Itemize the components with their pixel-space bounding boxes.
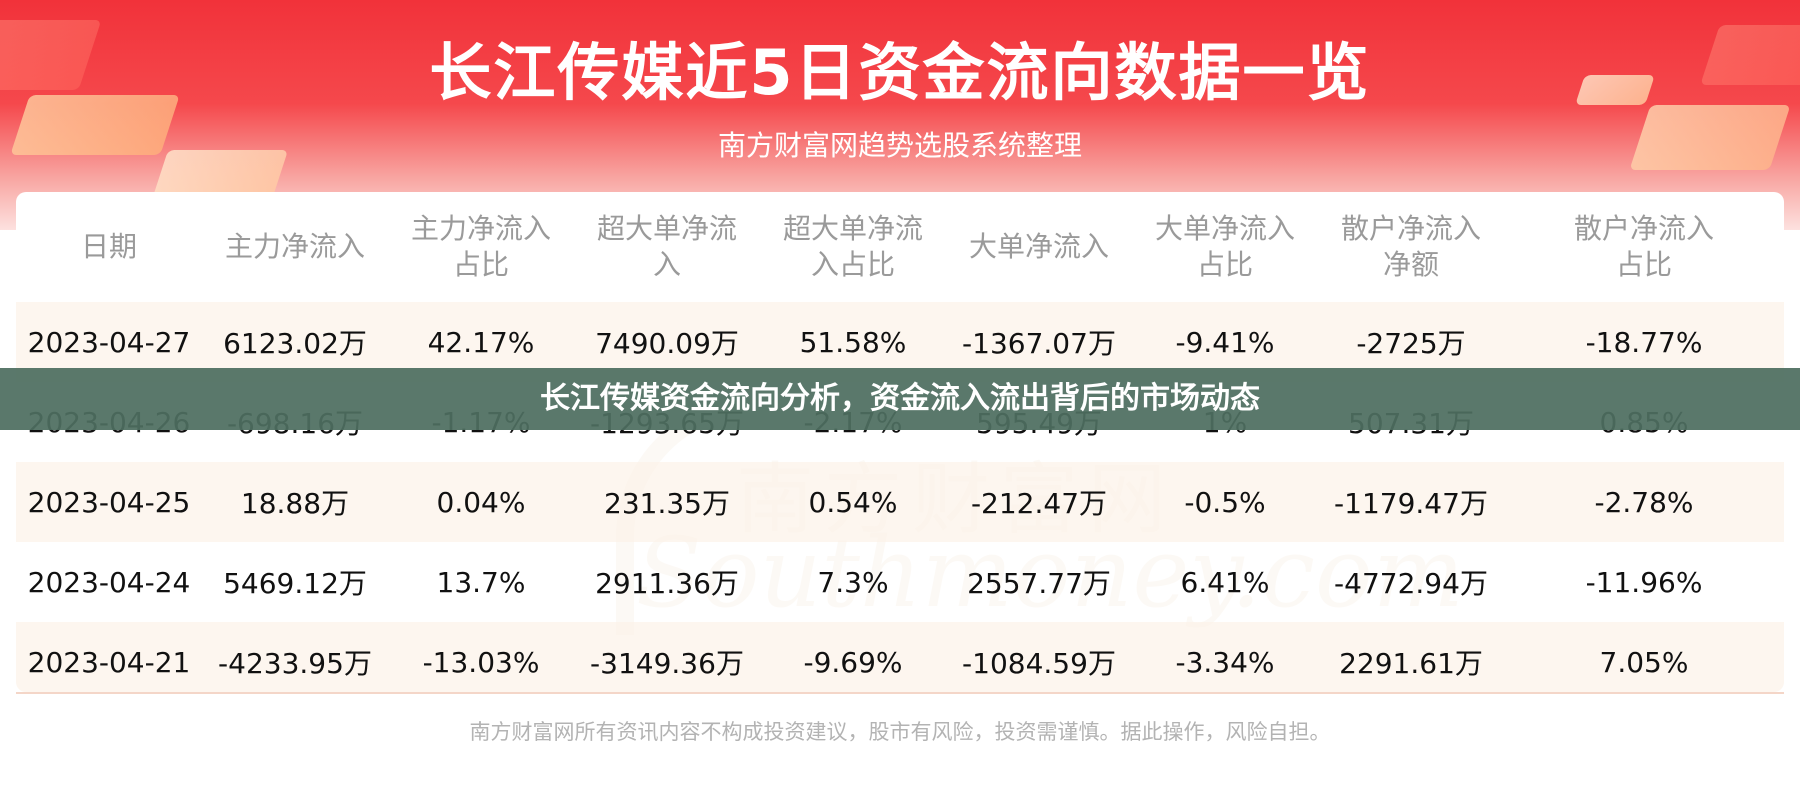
value-cell: 231.35万 bbox=[574, 462, 760, 542]
overlay-caption-banner: 长江传媒资金流向分析，资金流入流出背后的市场动态 bbox=[0, 368, 1800, 430]
value-cell: -3.34% bbox=[1132, 622, 1318, 692]
date-cell: 2023-04-24 bbox=[16, 542, 202, 622]
column-header: 超大单净流入 bbox=[574, 192, 760, 302]
value-cell: -3149.36万 bbox=[574, 622, 760, 692]
value-cell: 2291.61万 bbox=[1318, 622, 1504, 692]
value-cell: 2557.77万 bbox=[946, 542, 1132, 622]
value-cell: 7.05% bbox=[1504, 622, 1784, 692]
table-row: 2023-04-25 18.88万 0.04% 231.35万 0.54% -212.47… bbox=[16, 462, 1784, 542]
column-header: 散户净流入 占比 bbox=[1504, 192, 1784, 302]
column-header-line: 超大单净流 bbox=[596, 212, 737, 245]
footer-divider bbox=[16, 692, 1784, 694]
table-body: 2023-04-27 6123.02万 42.17% 7490.09万 51.58% -1… bbox=[16, 302, 1784, 692]
column-header-line: 散户净流入 bbox=[1340, 212, 1481, 245]
value-cell: -4772.94万 bbox=[1318, 542, 1504, 622]
value-cell: -4233.95万 bbox=[202, 622, 388, 692]
page-title: 长江传媒近5日资金流向数据一览 bbox=[429, 36, 1371, 109]
column-header-line: 超大单净流 bbox=[782, 212, 923, 245]
column-header-line: 大单净流入 bbox=[968, 230, 1109, 263]
column-header-line: 散户净流入 bbox=[1573, 212, 1714, 245]
value-cell: 13.7% bbox=[388, 542, 574, 622]
table-row: 2023-04-24 5469.12万 13.7% 2911.36万 7.3% 2557.… bbox=[16, 542, 1784, 622]
data-table-card: 南方财富网 Southmoney.com 日期主力净流入主力净流入占比超大单净流… bbox=[16, 192, 1784, 692]
column-header-line: 占比 bbox=[1615, 248, 1672, 281]
column-header-line: 占比 bbox=[1196, 248, 1253, 281]
column-header-line: 入 bbox=[652, 248, 681, 281]
column-header-line: 净额 bbox=[1382, 248, 1439, 281]
column-header-line: 日期 bbox=[80, 230, 137, 263]
value-cell: 18.88万 bbox=[202, 462, 388, 542]
value-cell: -11.96% bbox=[1504, 542, 1784, 622]
value-cell: -9.69% bbox=[760, 622, 946, 692]
date-cell: 2023-04-25 bbox=[16, 462, 202, 542]
column-header: 超大单净流 入占比 bbox=[760, 192, 946, 302]
column-header-line: 主力净流入 bbox=[410, 212, 551, 245]
value-cell: 7.3% bbox=[760, 542, 946, 622]
value-cell: 0.04% bbox=[388, 462, 574, 542]
column-header-line: 入占比 bbox=[810, 248, 895, 281]
footer-disclaimer: 南方财富网所有资讯内容不构成投资建议，股市有风险，投资需谨慎。据此操作，风险自担… bbox=[469, 720, 1331, 744]
column-header-line: 主力净流入 bbox=[224, 230, 365, 263]
column-header: 主力净流入 bbox=[202, 192, 388, 302]
table-header-row: 日期 主力净流入 主力净流入 占比 超大单净流入超大单净流 入占比 大单净流入 大单净流入 占比… bbox=[16, 192, 1784, 302]
column-header: 主力净流入 占比 bbox=[388, 192, 574, 302]
column-header: 散户净流入 净额 bbox=[1318, 192, 1504, 302]
value-cell: 5469.12万 bbox=[202, 542, 388, 622]
column-header: 日期 bbox=[16, 192, 202, 302]
column-header: 大单净流入 占比 bbox=[1132, 192, 1318, 302]
table-row: 2023-04-21 -4233.95万 -13.03% -3149.36万 -9.69… bbox=[16, 622, 1784, 692]
value-cell: 2911.36万 bbox=[574, 542, 760, 622]
header-banner: 长江传媒近5日资金流向数据一览 南方财富网趋势选股系统整理 bbox=[0, 0, 1800, 230]
value-cell: -1179.47万 bbox=[1318, 462, 1504, 542]
fund-flow-table: 日期 主力净流入 主力净流入 占比 超大单净流入超大单净流 入占比 大单净流入 大单净流入 占比… bbox=[16, 192, 1784, 692]
page-subtitle: 南方财富网趋势选股系统整理 bbox=[717, 129, 1082, 162]
column-header-line: 大单净流入 bbox=[1154, 212, 1295, 245]
value-cell: -2.78% bbox=[1504, 462, 1784, 542]
value-cell: -13.03% bbox=[388, 622, 574, 692]
value-cell: -0.5% bbox=[1132, 462, 1318, 542]
value-cell: -1084.59万 bbox=[946, 622, 1132, 692]
value-cell: -212.47万 bbox=[946, 462, 1132, 542]
value-cell: 6.41% bbox=[1132, 542, 1318, 622]
date-cell: 2023-04-21 bbox=[16, 622, 202, 692]
column-header-line: 占比 bbox=[452, 248, 509, 281]
value-cell: 0.54% bbox=[760, 462, 946, 542]
column-header: 大单净流入 bbox=[946, 192, 1132, 302]
